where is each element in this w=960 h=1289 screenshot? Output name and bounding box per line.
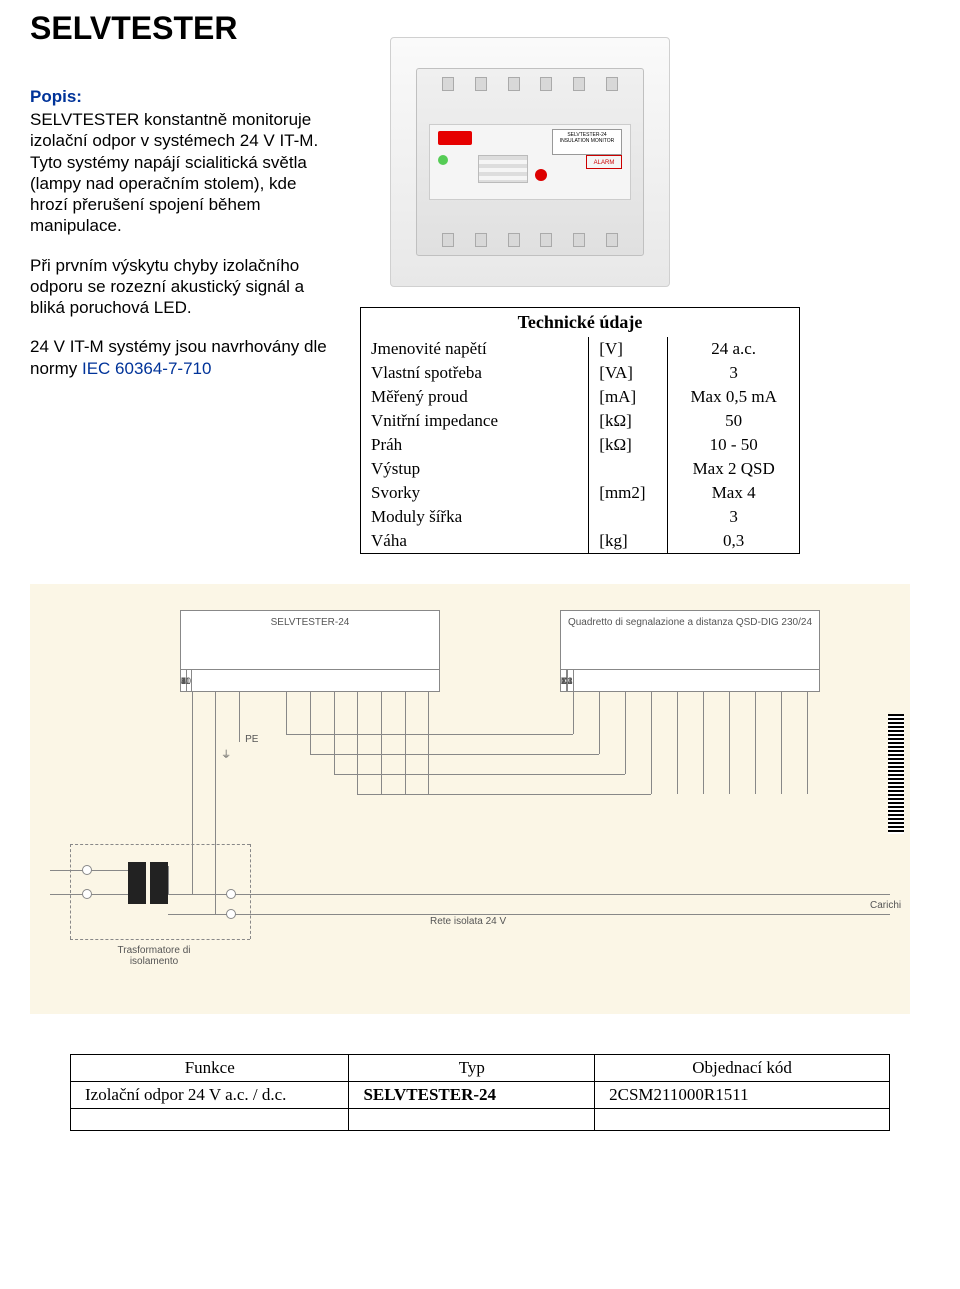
spec-label: Svorky <box>361 481 589 505</box>
spec-row: Jmenovité napětí[V]24 a.c. <box>361 337 800 361</box>
spec-row: Moduly šířka 3 <box>361 505 800 529</box>
rete-label: Rete isolata 24 V <box>430 916 506 927</box>
spec-row: Práh[kΩ]10 - 50 <box>361 433 800 457</box>
spec-unit: [kg] <box>589 529 668 554</box>
spec-unit: [mm2] <box>589 481 668 505</box>
spec-unit <box>589 457 668 481</box>
spec-row: Vnitřní impedance[kΩ]50 <box>361 409 800 433</box>
bus-line-bottom <box>260 914 890 915</box>
wiring-box-qsd: Quadretto di segnalazione a distanza QSD… <box>560 610 820 692</box>
transformer-core-icon <box>150 862 168 904</box>
spec-label: Práh <box>361 433 589 457</box>
spec-unit: [mA] <box>589 385 668 409</box>
order-table: Funkce Typ Objednací kód Izolační odpor … <box>70 1054 890 1131</box>
spec-value: 3 <box>668 361 800 385</box>
spec-value: 3 <box>668 505 800 529</box>
desc-paragraph-3: 24 V IT-M systémy jsou navrhovány dle no… <box>30 336 330 379</box>
spec-value: 50 <box>668 409 800 433</box>
wiring-box-selvtester: SELVTESTER-241234567891011 <box>180 610 440 692</box>
desc-paragraph-1: SELVTESTER konstantně monitoruje izolačn… <box>30 109 330 237</box>
spec-label: Měřený proud <box>361 385 589 409</box>
top-section: Popis: SELVTESTER konstantně monitoruje … <box>30 87 930 554</box>
spec-value: Max 4 <box>668 481 800 505</box>
spec-unit: [kΩ] <box>589 409 668 433</box>
spec-value: 0,3 <box>668 529 800 554</box>
spec-unit: [V] <box>589 337 668 361</box>
spec-label: Jmenovité napětí <box>361 337 589 361</box>
order-header-kod: Objednací kód <box>595 1055 890 1082</box>
product-photo: SELVTESTER-24INSULATION MONITOR ALARM <box>390 37 670 287</box>
spec-row: Vlastní spotřeba[VA]3 <box>361 361 800 385</box>
spec-label: Vlastní spotřeba <box>361 361 589 385</box>
order-section: Funkce Typ Objednací kód Izolační odpor … <box>70 1054 890 1131</box>
pe-label: PE <box>245 734 258 745</box>
desc-paragraph-2: Při prvním výskytu chyby izolačního odpo… <box>30 255 330 319</box>
bus-line-top <box>260 894 890 895</box>
carichi-label: Carichi <box>870 900 901 911</box>
barcode-icon <box>888 714 904 834</box>
pe-symbol-icon: ⏚ <box>221 746 231 761</box>
alarm-indicator-icon: ALARM <box>586 155 622 169</box>
norm-reference: IEC 60364-7-710 <box>82 359 211 378</box>
spec-unit: [VA] <box>589 361 668 385</box>
product-label: SELVTESTER-24INSULATION MONITOR <box>552 129 622 155</box>
din-bottom-terminals <box>437 233 623 247</box>
din-module-body: SELVTESTER-24INSULATION MONITOR ALARM <box>416 68 644 256</box>
on-led-icon <box>438 155 448 165</box>
order-header-funkce: Funkce <box>71 1055 349 1082</box>
description-column: Popis: SELVTESTER konstantně monitoruje … <box>30 87 330 554</box>
abb-logo <box>438 131 472 145</box>
spec-value: 10 - 50 <box>668 433 800 457</box>
spec-label: Váha <box>361 529 589 554</box>
spec-value: Max 0,5 mA <box>668 385 800 409</box>
order-header-typ: Typ <box>349 1055 595 1082</box>
spec-table-header: Technické údaje <box>361 308 800 338</box>
spec-value: 24 a.c. <box>668 337 800 361</box>
spec-label: Výstup <box>361 457 589 481</box>
transformer-core-icon <box>128 862 146 904</box>
din-top-terminals <box>437 77 623 91</box>
spec-unit <box>589 505 668 529</box>
spec-label: Moduly šířka <box>361 505 589 529</box>
order-funkce: Izolační odpor 24 V a.c. / d.c. <box>71 1082 349 1109</box>
order-kod: 2CSM211000R1511 <box>595 1082 890 1109</box>
spec-label: Vnitřní impedance <box>361 409 589 433</box>
spec-row: Svorky[mm2]Max 4 <box>361 481 800 505</box>
spec-row: Měřený proud[mA]Max 0,5 mA <box>361 385 800 409</box>
spec-row: Výstup Max 2 QSD <box>361 457 800 481</box>
trasformatore-label: Trasformatore di isolamento <box>94 945 214 967</box>
right-column: SELVTESTER-24INSULATION MONITOR ALARM Te… <box>360 87 930 554</box>
desc-heading: Popis: <box>30 87 330 107</box>
test-button-icon <box>535 169 547 181</box>
spec-row: Váha[kg]0,3 <box>361 529 800 554</box>
threshold-dip-icon <box>478 155 528 183</box>
spec-value: Max 2 QSD <box>668 457 800 481</box>
order-typ: SELVTESTER-24 <box>349 1082 595 1109</box>
spec-unit: [kΩ] <box>589 433 668 457</box>
din-faceplate: SELVTESTER-24INSULATION MONITOR ALARM <box>429 124 631 200</box>
wiring-diagram: SELVTESTER-241234567891011 Quadretto di s… <box>30 584 910 1014</box>
spec-table: Technické údaje Jmenovité napětí[V]24 a.… <box>360 307 800 554</box>
